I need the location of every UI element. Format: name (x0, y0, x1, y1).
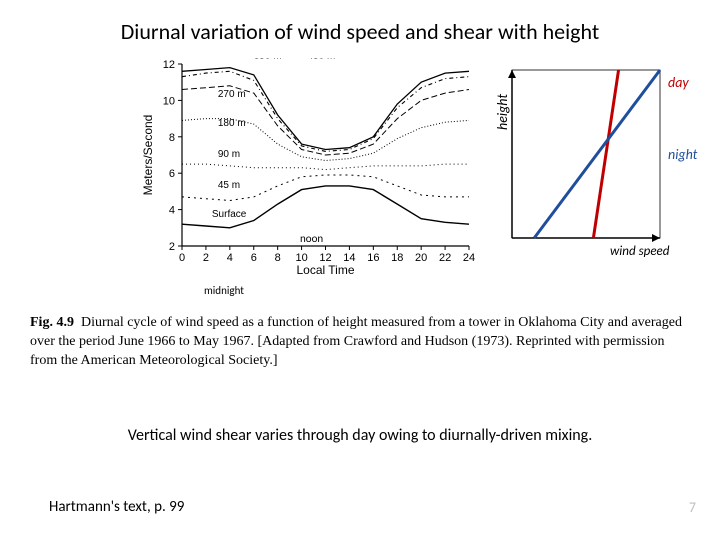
height-axis-label: height (494, 94, 511, 130)
svg-text:10: 10 (163, 95, 175, 107)
slide-title: Diurnal variation of wind speed and shea… (0, 18, 720, 45)
svg-text:350 m: 350 m (254, 58, 282, 62)
svg-text:2: 2 (169, 241, 175, 253)
svg-text:12: 12 (163, 59, 175, 71)
svg-text:Meters/Second: Meters/Second (141, 115, 155, 196)
svg-text:Surface: Surface (212, 209, 247, 220)
page-number: 7 (689, 499, 696, 516)
svg-text:16: 16 (367, 252, 379, 264)
svg-text:6: 6 (169, 168, 175, 180)
caption-prefix: Fig. 4.9 (30, 315, 74, 330)
svg-text:20: 20 (415, 252, 427, 264)
svg-text:24: 24 (463, 252, 475, 264)
svg-text:90 m: 90 m (218, 149, 240, 160)
figure-caption: Fig. 4.9 Diurnal cycle of wind speed as … (30, 314, 690, 371)
svg-text:22: 22 (439, 252, 451, 264)
svg-text:450 m: 450 m (308, 58, 336, 62)
svg-text:2: 2 (203, 252, 209, 264)
svg-text:Local Time: Local Time (296, 263, 354, 276)
svg-text:0: 0 (179, 252, 185, 264)
svg-text:4: 4 (227, 252, 233, 264)
svg-text:8: 8 (275, 252, 281, 264)
caption-text: Diurnal cycle of wind speed as a functio… (30, 315, 682, 368)
noon-annotation: noon (300, 232, 323, 245)
svg-text:270 m: 270 m (218, 89, 246, 100)
svg-text:8: 8 (169, 132, 175, 144)
source-citation: Hartmann's text, p. 99 (49, 498, 184, 516)
svg-text:18: 18 (391, 252, 403, 264)
slide: Diurnal variation of wind speed and shea… (0, 0, 720, 540)
conclusion-text: Vertical wind shear varies through day o… (0, 426, 720, 445)
windspeed-axis-label: wind speed (610, 244, 669, 259)
svg-text:6: 6 (251, 252, 257, 264)
day-line-label: day (668, 74, 689, 91)
shear-schematic-svg (506, 64, 666, 244)
midnight-annotation: midnight (204, 284, 244, 297)
svg-text:4: 4 (169, 205, 175, 217)
night-line-label: night (668, 146, 697, 163)
svg-text:45 m: 45 m (218, 180, 240, 191)
shear-schematic-chart (506, 64, 666, 244)
svg-text:180 m: 180 m (218, 118, 246, 129)
